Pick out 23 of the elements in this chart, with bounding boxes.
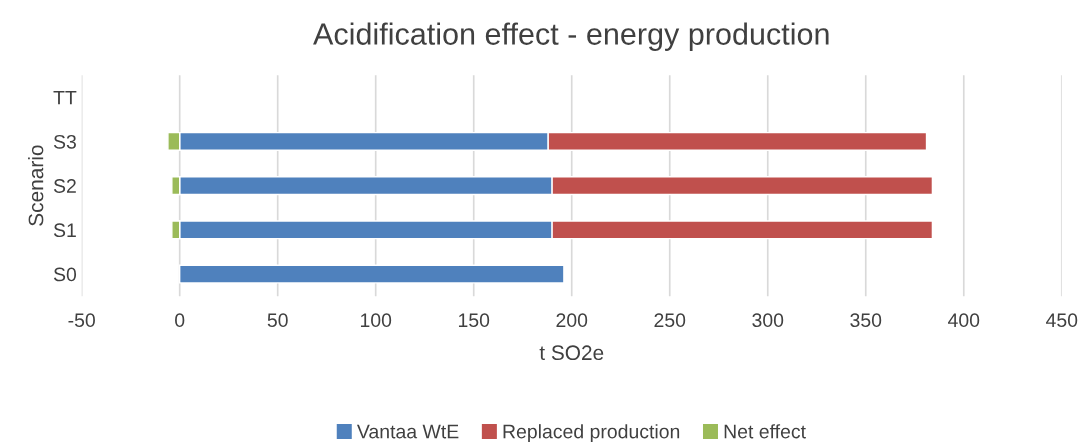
x-tick-label: 250 bbox=[654, 313, 686, 328]
y-tick-label: S3 bbox=[53, 134, 76, 149]
x-axis-title: t SO2e bbox=[539, 345, 604, 361]
x-tick-label: 100 bbox=[360, 313, 392, 328]
x-tick-label: 400 bbox=[947, 313, 980, 328]
y-tick-label: TT bbox=[53, 90, 77, 105]
legend-label: Vantaa WtE bbox=[356, 424, 459, 439]
x-tick-label: 0 bbox=[175, 313, 185, 328]
y-axis-title: Scenario bbox=[28, 145, 44, 226]
legend-label: Replaced production bbox=[503, 424, 680, 442]
x-tick-label: 350 bbox=[850, 313, 882, 328]
x-tick-label: 200 bbox=[556, 313, 588, 328]
y-tick-label: S1 bbox=[53, 223, 76, 238]
x-tick-label: 450 bbox=[1046, 313, 1078, 328]
bar bbox=[178, 264, 565, 284]
legend-label: Net effect bbox=[724, 424, 806, 439]
y-tick-label: S0 bbox=[53, 267, 77, 282]
y-tick-label: S2 bbox=[53, 179, 76, 193]
x-tick-label: 300 bbox=[752, 313, 784, 328]
chart-title: Acidification effect - energy production bbox=[313, 22, 829, 51]
x-tick-label: 150 bbox=[458, 313, 490, 328]
x-tick-label: -50 bbox=[68, 313, 95, 328]
x-tick-label: 50 bbox=[267, 313, 288, 328]
